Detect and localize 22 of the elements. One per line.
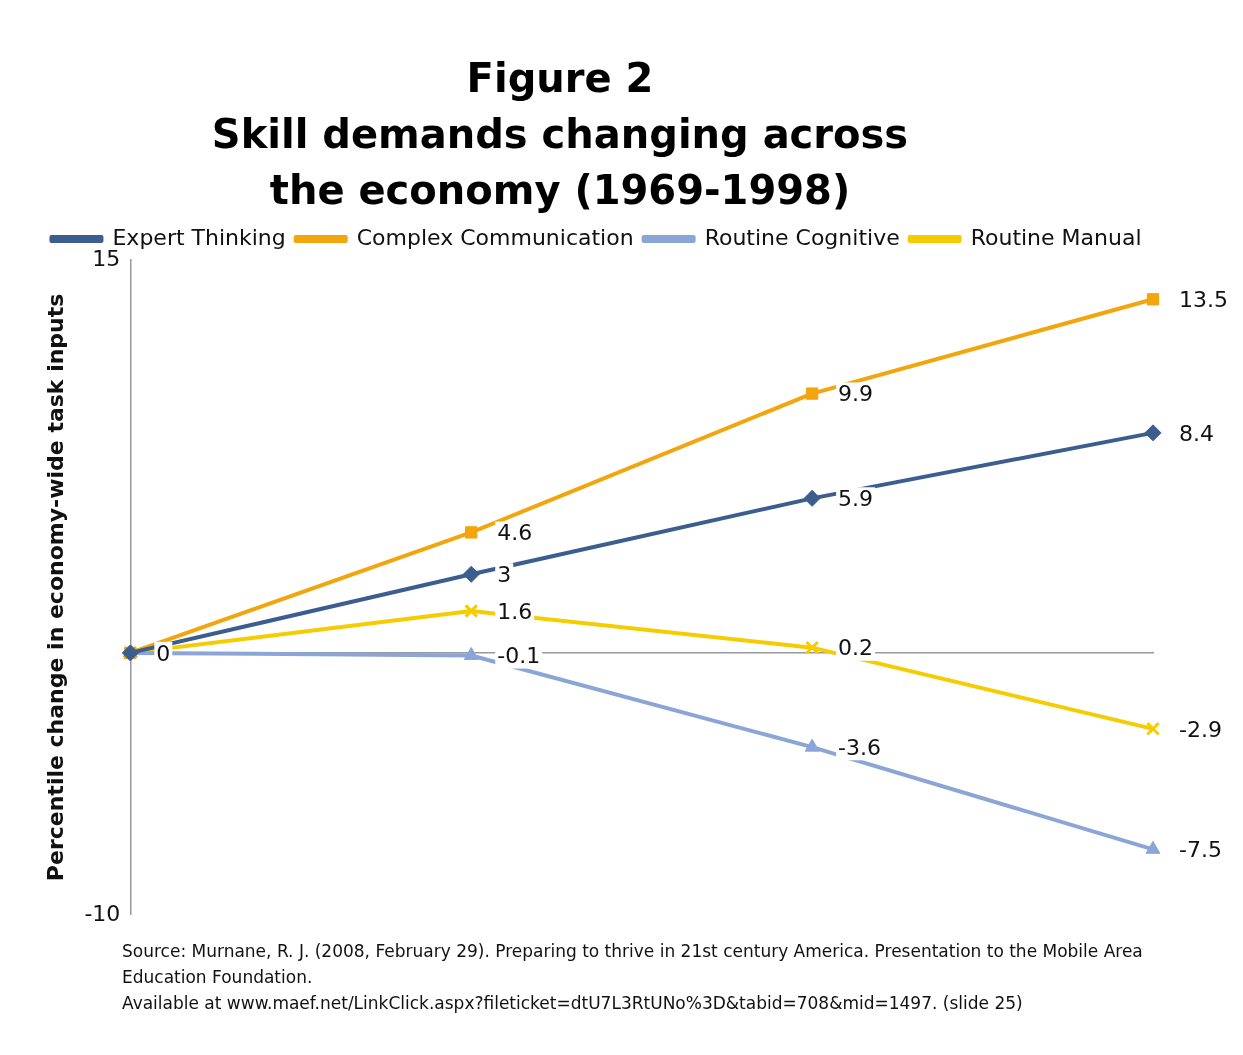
data-label: 8.4 (1179, 420, 1214, 446)
data-label: 13.5 (1179, 287, 1228, 313)
y-tick-label: -10 (84, 900, 121, 926)
y-axis-title: Percentile change in economy-wide task inputs (42, 293, 68, 882)
chart-title: Figure 2 (465, 54, 655, 103)
legend-label: Routine Cognitive (704, 224, 900, 250)
data-label: 4.6 (497, 520, 533, 546)
data-label: 3 (497, 562, 512, 588)
data-label: 0.2 (838, 635, 874, 661)
legend-label: Routine Manual (970, 224, 1142, 250)
data-label: 0 (156, 640, 171, 666)
data-label: 5.9 (838, 486, 874, 512)
text: Available at www.maef.net/LinkClick.aspx?fileticket=dtU7L3RtUNo%3D&tabid=708&mid=1497. (slide 25) (122, 992, 1024, 1015)
data-label: 1.6 (497, 598, 533, 624)
data-label: -2.9 (1179, 716, 1222, 742)
data-label: -0.1 (497, 643, 541, 669)
legend-label: Complex Communication (356, 224, 634, 250)
chart-subtitle: Skill demands changing across the economy (1969-1998) (210, 110, 910, 215)
data-label: -7.5 (1179, 837, 1222, 863)
data-label: -3.6 (838, 734, 882, 760)
data-label: 9.9 (838, 381, 874, 407)
source-note: Source: Murnane, R. J. (2008, February 29). Preparing to thrive in 21st century America. Presentation to the Mobile Area Education Foundation. (122, 940, 1144, 989)
